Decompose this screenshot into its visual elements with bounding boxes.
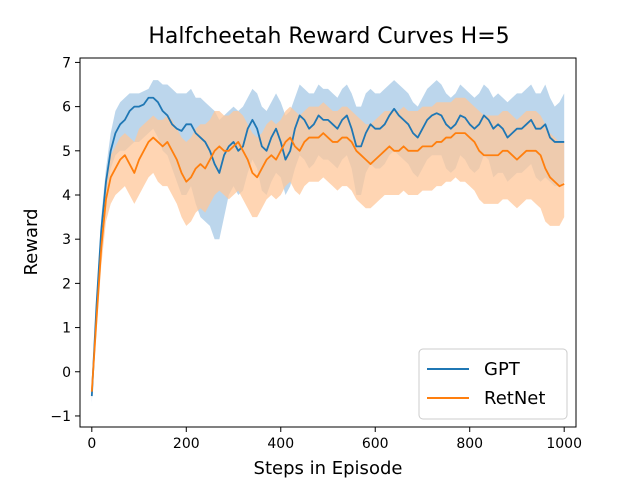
plot-area: [90, 80, 565, 403]
legend: GPT RetNet: [418, 348, 568, 420]
x-tick-label: 200: [173, 436, 200, 452]
x-tick-label: 400: [267, 436, 294, 452]
series-line-gpt: [90, 96, 565, 397]
plot-frame: [79, 57, 577, 428]
y-tick-label: 0: [62, 365, 71, 381]
legend-label-retnet: RetNet: [484, 388, 545, 409]
y-tick-label: 3: [62, 232, 71, 248]
x-tick-label: 800: [456, 436, 483, 452]
y-tick-label: −1: [50, 409, 71, 425]
legend-box: [418, 348, 568, 420]
series-band-retnet: [91, 97, 565, 399]
y-tick-label: 4: [62, 188, 71, 204]
y-axis: −1 0 1 2 3 4 5 6 7: [50, 55, 80, 425]
y-tick-label: 2: [62, 276, 71, 292]
series-line-retnet: [90, 132, 565, 392]
y-tick-label: 1: [62, 321, 71, 337]
y-axis-label: Reward: [21, 208, 42, 275]
x-axis-label: Steps in Episode: [254, 458, 403, 479]
x-tick-label: 0: [87, 436, 96, 452]
x-axis: 0 200 400 600 800 1000: [87, 427, 582, 452]
x-tick-label: 1000: [546, 436, 582, 452]
y-tick-label: 5: [62, 144, 71, 160]
legend-label-gpt: GPT: [484, 359, 521, 380]
y-tick-label: 6: [62, 100, 71, 116]
chart-title: Halfcheetah Reward Curves H=5: [148, 24, 509, 49]
x-tick-label: 600: [362, 436, 389, 452]
y-tick-label: 7: [62, 55, 71, 71]
